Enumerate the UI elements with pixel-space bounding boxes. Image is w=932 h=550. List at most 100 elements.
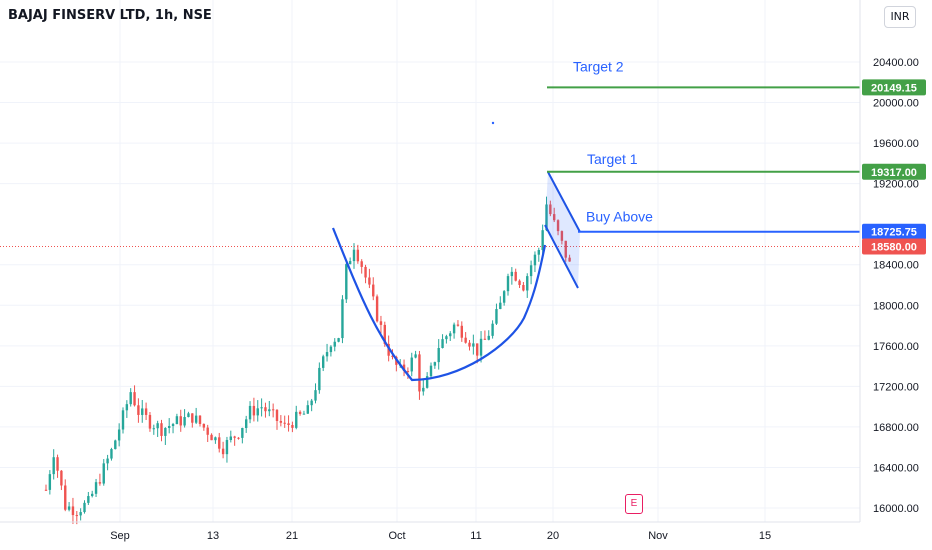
time-tick-label: 20 (547, 530, 559, 542)
candle-body (564, 240, 567, 258)
candle-body (298, 411, 302, 414)
pattern-drawings: Target 2 Target 1 Buy Above (331, 58, 860, 382)
candle-body (225, 439, 229, 455)
candle-body (83, 502, 86, 513)
price-tick-label: 19600.00 (873, 138, 919, 150)
candle-body (210, 434, 213, 441)
candle-body (121, 410, 125, 430)
candle-body (452, 324, 456, 334)
candle-body (522, 284, 525, 291)
price-label-value: 20149.15 (871, 82, 917, 94)
price-tick-label: 18000.00 (873, 300, 919, 312)
candle-body (110, 449, 113, 459)
buy-above-label: Buy Above (586, 209, 653, 225)
candle-body (98, 482, 102, 484)
candle-body (518, 280, 521, 285)
candle-body (456, 324, 460, 326)
price-label-value: 19317.00 (871, 167, 917, 179)
currency-badge[interactable]: INR (884, 6, 916, 28)
candle-body (275, 409, 279, 421)
candle-body (541, 230, 544, 251)
candle-body (175, 416, 179, 425)
candle-body (314, 390, 317, 401)
cup-pattern-curve (331, 227, 547, 382)
candle-body (191, 413, 194, 423)
candle-body (418, 354, 421, 392)
candle-body (179, 416, 182, 426)
price-tick-label: 20000.00 (873, 98, 919, 110)
flag-channel-fill (545, 172, 580, 288)
candle-body (129, 392, 132, 405)
candle-body (125, 404, 129, 411)
candle-body (529, 265, 533, 277)
symbol-title: BAJAJ FINSERV LTD, 1h, NSE (8, 8, 212, 23)
candle-body (391, 355, 394, 357)
candle-body (433, 362, 437, 366)
candle-body (449, 333, 452, 337)
price-label-box (862, 163, 926, 180)
candlestick-series (44, 196, 571, 525)
candle-body (329, 346, 333, 353)
candle-body (137, 405, 140, 415)
chart-grid (0, 0, 860, 522)
candle-body (164, 427, 167, 436)
candle-body (487, 335, 490, 340)
candle-body (441, 339, 444, 348)
flag-lower-line (544, 224, 579, 289)
candle-body (44, 489, 48, 491)
candle-body (460, 325, 463, 338)
price-labels: 20149.15 19317.00 18725.75 18580.00 (862, 79, 926, 255)
time-tick-label: Nov (648, 530, 668, 542)
candle-body (302, 413, 306, 415)
price-label-value: 18580.00 (871, 241, 917, 253)
candle-body (499, 302, 502, 310)
candle-body (348, 261, 352, 265)
candle-body (168, 426, 171, 428)
target1-label: Target 1 (587, 151, 638, 167)
candle-body (75, 515, 78, 517)
candle-body (94, 482, 98, 494)
time-tick-label: 11 (470, 530, 481, 542)
price-tick-label: 20400.00 (873, 57, 919, 69)
time-axis[interactable]: Sep 13 21 Oct 11 20 Nov 15 (0, 521, 860, 542)
candle-body (214, 437, 217, 441)
candle-body (502, 291, 506, 303)
candle-body (79, 512, 82, 516)
candle-body (476, 343, 479, 356)
candle-body (148, 414, 152, 429)
candle-body (479, 338, 483, 356)
candle-body (117, 429, 121, 441)
price-tick-label: 18400.00 (873, 260, 919, 272)
candle-body (445, 336, 448, 340)
candle-body (345, 264, 348, 300)
candle-body (141, 408, 144, 415)
time-tick-label: Oct (388, 530, 405, 542)
price-tick-label: 16400.00 (873, 462, 919, 474)
candle-body (379, 321, 383, 325)
candle-body (202, 423, 206, 428)
candle-body (437, 347, 440, 363)
candle-body (198, 415, 202, 424)
earnings-marker[interactable]: E (625, 494, 643, 514)
candle-body (510, 271, 514, 277)
price-tick-label: 16800.00 (873, 422, 919, 434)
candle-body (287, 423, 290, 426)
candle-body (48, 474, 52, 490)
candle-body (152, 428, 155, 430)
candle-body (279, 420, 283, 423)
candle-body (233, 436, 236, 438)
candle-body (183, 417, 186, 426)
candle-body (264, 407, 267, 412)
candle-body (229, 436, 232, 440)
candle-body (291, 425, 294, 428)
candle-body (144, 408, 148, 415)
candle-body (237, 437, 240, 439)
candle-body (352, 249, 356, 262)
candle-body (341, 299, 344, 339)
candle-body (60, 470, 63, 486)
candle-body (271, 409, 275, 411)
candle-body (245, 419, 248, 429)
price-axis[interactable]: 16000.00 16400.00 16800.00 17200.00 17600.00… (859, 0, 919, 522)
candle-body (549, 204, 552, 215)
